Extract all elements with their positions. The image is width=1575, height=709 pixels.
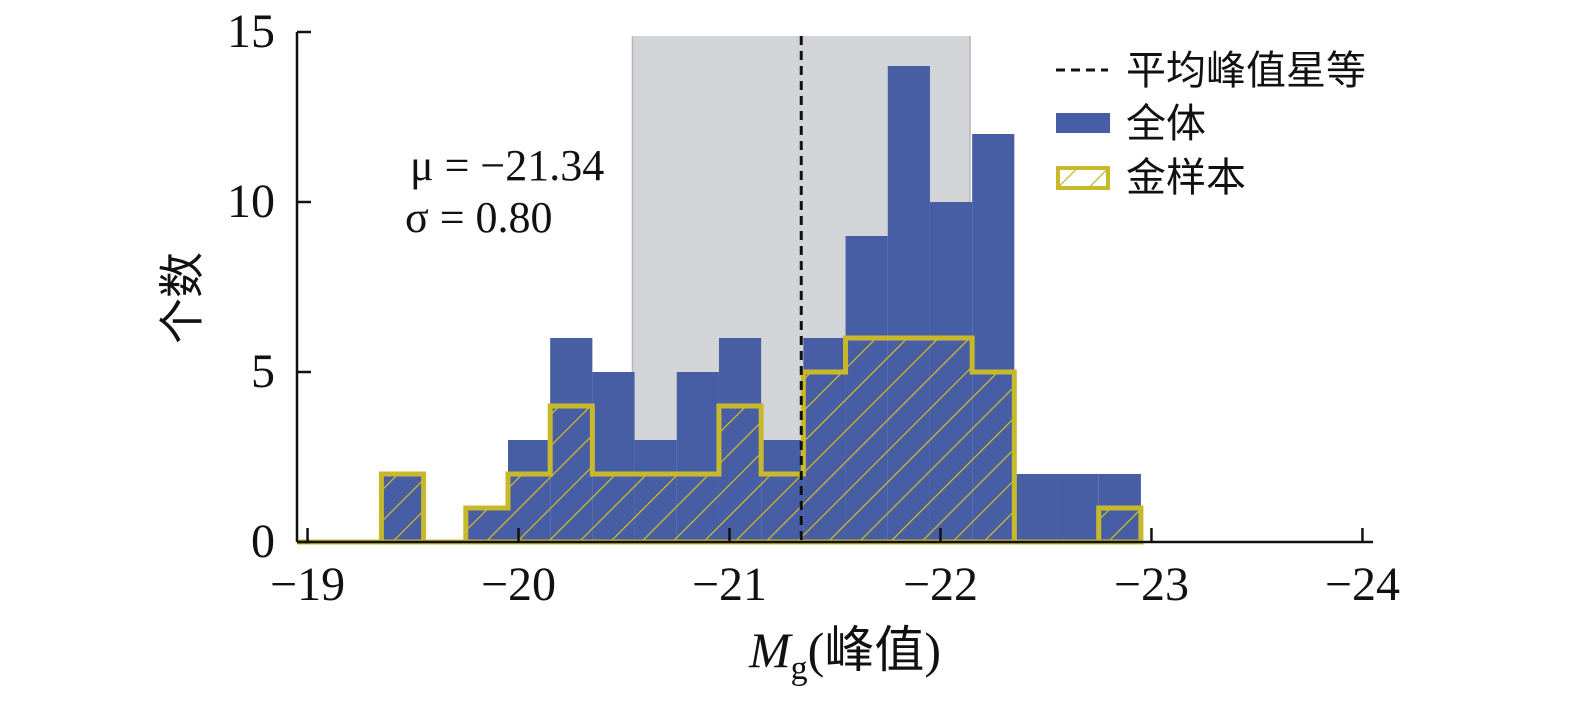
x-axis-label-subscript: g — [791, 650, 808, 687]
x-tick-label: −21 — [692, 558, 767, 611]
x-tick-label: −19 — [270, 558, 345, 611]
legend-all-swatch — [1056, 113, 1110, 133]
legend-gold-swatch — [1056, 166, 1110, 190]
x-tick-label: −22 — [903, 558, 978, 611]
y-tick-label: 5 — [251, 345, 275, 398]
y-axis-label: 个数 — [155, 252, 209, 344]
x-axis-label-suffix: (峰值) — [808, 622, 941, 678]
all-bar — [1056, 474, 1099, 542]
legend-all-label: 全体 — [1126, 101, 1206, 147]
x-axis-label-symbol: M — [748, 622, 793, 678]
axes-layer: 0 5 10 15 −19 −20 −21 −22 −23 −24 — [227, 5, 1400, 611]
y-tick-label: 10 — [227, 175, 275, 228]
legend-mean-label: 平均峰值星等 — [1126, 48, 1366, 94]
x-axis-label: Mg(峰值) — [748, 622, 941, 687]
y-tick-label: 15 — [227, 5, 275, 58]
legend-gold-label: 金样本 — [1126, 155, 1246, 201]
y-tick-label: 0 — [251, 515, 275, 568]
legend: 平均峰值星等 全体 金样本 — [1056, 48, 1366, 201]
mean-annotation: μ = −21.34 — [410, 141, 604, 190]
x-tick-label: −24 — [1325, 558, 1400, 611]
x-tick-label: −23 — [1114, 558, 1189, 611]
sigma-annotation: σ = 0.80 — [405, 193, 553, 242]
x-tick-label: −20 — [481, 558, 556, 611]
all-bar — [1014, 474, 1057, 542]
